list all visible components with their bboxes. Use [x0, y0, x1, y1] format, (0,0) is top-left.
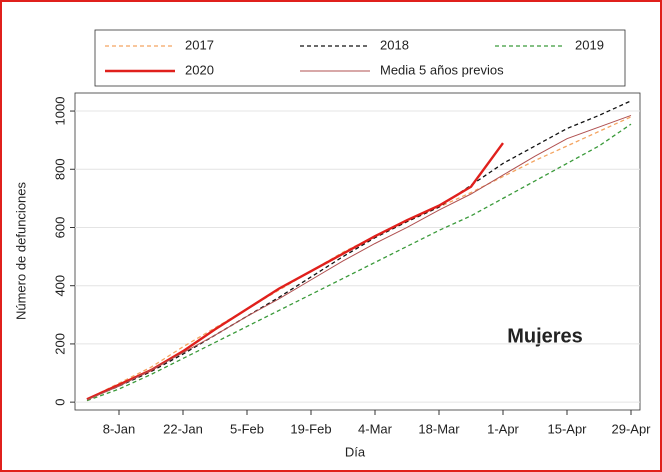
- annotation: Mujeres: [507, 325, 583, 347]
- x-tick-label: 22-Jan: [163, 421, 203, 436]
- legend-label: 2020: [185, 62, 214, 77]
- legend: [94, 29, 626, 87]
- x-tick-label: 18-Mar: [418, 421, 460, 436]
- x-tick-label: 19-Feb: [290, 421, 331, 436]
- y-tick-label: 400: [52, 275, 67, 297]
- series-line: [86, 116, 632, 400]
- y-axis-label: Número de defunciones: [13, 181, 28, 320]
- x-tick-label: 1-Apr: [487, 421, 519, 436]
- series-line: [86, 100, 632, 400]
- x-axis-label: Día: [345, 444, 366, 459]
- legend-label: Media 5 años previos: [380, 62, 504, 77]
- y-tick-label: 1000: [52, 97, 67, 126]
- x-tick-label: 8-Jan: [103, 421, 136, 436]
- x-tick-label: 15-Apr: [547, 421, 587, 436]
- legend-label: 2017: [185, 37, 214, 52]
- y-tick-label: 200: [52, 333, 67, 355]
- series-line: [86, 114, 632, 401]
- legend-label: 2019: [575, 37, 604, 52]
- y-tick-label: 600: [52, 217, 67, 239]
- y-tick-label: 0: [52, 399, 67, 406]
- y-tick-label: 800: [52, 158, 67, 180]
- plot-area: [74, 92, 641, 411]
- x-tick-label: 5-Feb: [230, 421, 264, 436]
- legend-label: 2018: [380, 37, 409, 52]
- x-tick-label: 4-Mar: [358, 421, 393, 436]
- series-line: [86, 123, 632, 402]
- x-tick-label: 29-Apr: [611, 421, 651, 436]
